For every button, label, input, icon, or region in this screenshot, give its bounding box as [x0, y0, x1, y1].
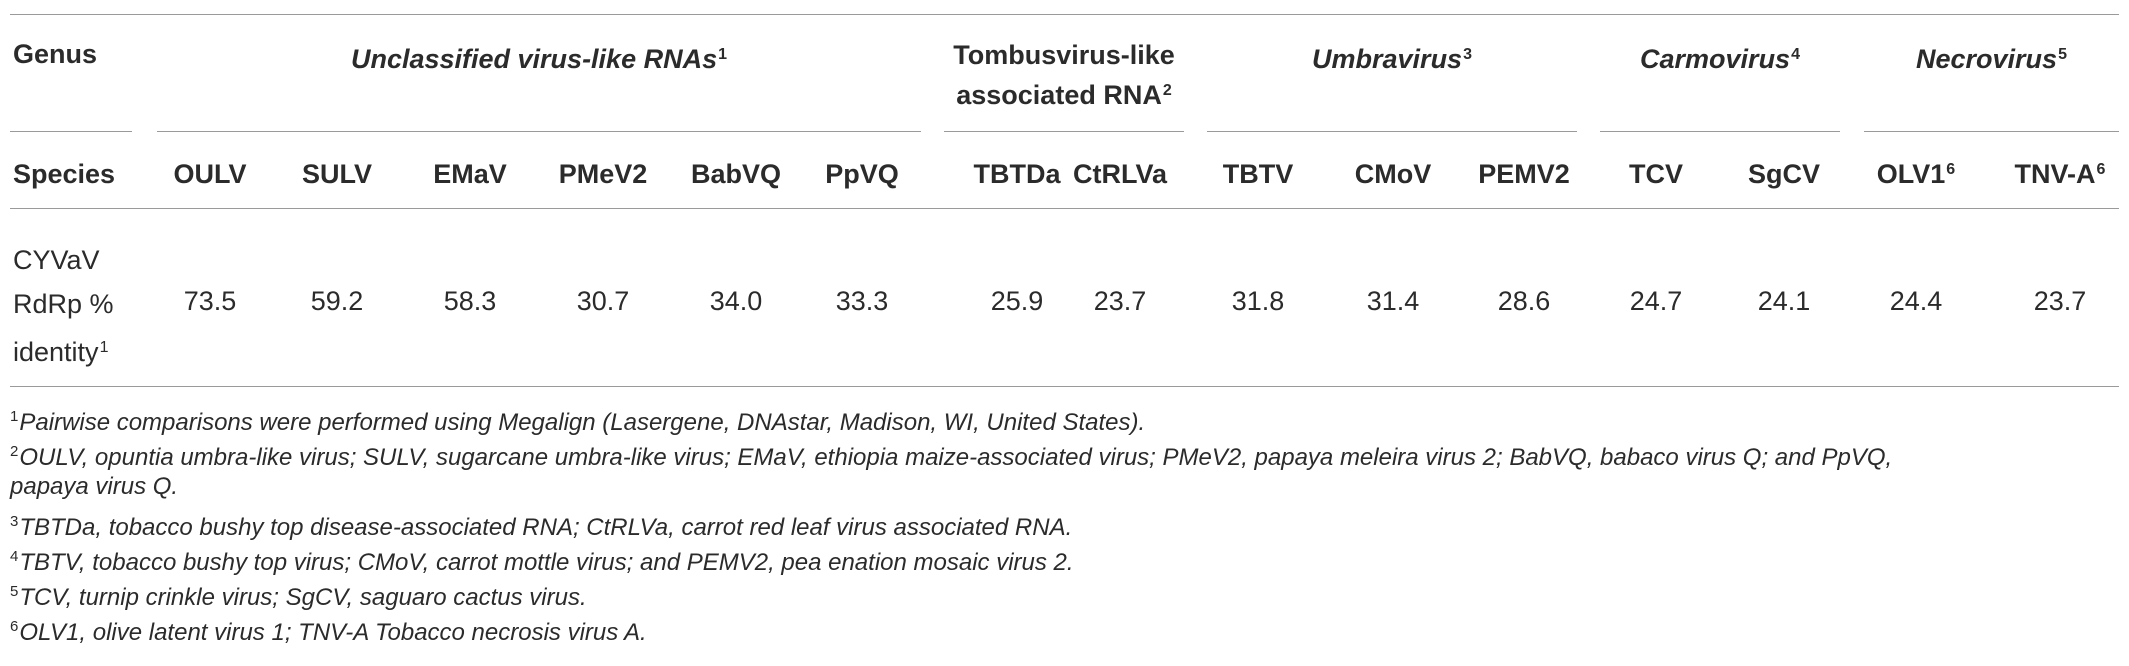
group-underline-umbra	[1207, 131, 1577, 132]
identity-value: 23.7	[2033, 286, 2087, 316]
species-header: SULV	[301, 159, 372, 189]
species-header: BabVQ	[690, 159, 782, 189]
identity-value: 34.0	[709, 286, 763, 316]
genus-label: Genus	[13, 39, 98, 69]
group-umbra: Umbravirus3	[1312, 44, 1472, 74]
species-header: PpVQ	[825, 159, 899, 189]
group-tombus: Tombusvirus-like associated RNA2	[953, 40, 1175, 110]
identity-value: 24.7	[1629, 286, 1683, 316]
group-underline-unclassified	[157, 131, 921, 132]
identity-value: 73.5	[183, 286, 237, 316]
species-underline	[10, 208, 2119, 209]
identity-value: 24.1	[1757, 286, 1811, 316]
species-header: TCV	[1629, 159, 1683, 189]
group-underline-necro	[1864, 131, 2119, 132]
identity-value: 31.8	[1231, 286, 1285, 316]
footnote: 3TBTDa, tobacco bushy top disease-associ…	[10, 513, 1073, 541]
row-label: CYVaV RdRp % identity1	[13, 245, 114, 367]
identity-value: 59.2	[310, 286, 364, 316]
species-header: PEMV2	[1478, 159, 1570, 189]
footnote: 6OLV1, olive latent virus 1; TNV-A Tobac…	[10, 618, 647, 646]
footnote: papaya virus Q.	[10, 473, 179, 500]
footnote: 1Pairwise comparisons were performed usi…	[10, 408, 1146, 436]
species-header: PMeV2	[558, 159, 648, 189]
species-header: EMaV	[433, 159, 507, 189]
species-header: CMoV	[1354, 159, 1432, 189]
species-header: CtRLVa	[1072, 159, 1167, 189]
group-carmo: Carmovirus4	[1640, 44, 1800, 74]
footnote: 2OULV, opuntia umbra-like virus; SULV, s…	[10, 443, 1893, 471]
group-underline-tombus	[944, 131, 1184, 132]
top-rule	[10, 14, 2119, 15]
species-header: SgCV	[1747, 159, 1820, 189]
identity-value: 30.7	[576, 286, 630, 316]
identity-value: 28.6	[1497, 286, 1551, 316]
identity-value: 33.3	[835, 286, 889, 316]
species-header: TBTDa	[973, 159, 1061, 189]
identity-value: 31.4	[1366, 286, 1420, 316]
species-header: TNV-A6	[2014, 159, 2106, 189]
group-unclassified: Unclassified virus-like RNAs1	[350, 44, 728, 74]
table-bottom-rule	[10, 386, 2119, 387]
species-label: Species	[13, 159, 116, 189]
identity-value: 58.3	[443, 286, 497, 316]
identity-value: 25.9	[990, 286, 1044, 316]
genus-underline	[10, 131, 132, 132]
footnote: 4TBTV, tobacco bushy top virus; CMoV, ca…	[10, 548, 1074, 576]
group-underline-carmo	[1600, 131, 1840, 132]
identity-value: 24.4	[1889, 286, 1943, 316]
footnote: 5TCV, turnip crinkle virus; SgCV, saguar…	[10, 583, 587, 611]
group-necro: Necrovirus5	[1916, 44, 2067, 74]
species-header: OULV	[173, 159, 247, 189]
species-header: OLV16	[1876, 159, 1956, 189]
identity-value: 23.7	[1093, 286, 1147, 316]
species-header: TBTV	[1222, 159, 1294, 189]
